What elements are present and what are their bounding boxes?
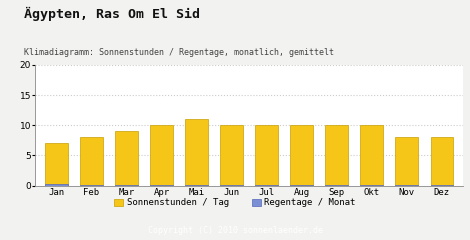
Bar xyxy=(80,137,103,186)
Text: Klimadiagramm: Sonnenstunden / Regentage, monatlich, gemittelt: Klimadiagramm: Sonnenstunden / Regentage… xyxy=(24,48,334,57)
Bar xyxy=(45,143,68,186)
Bar xyxy=(115,131,138,186)
Bar xyxy=(220,185,243,186)
Text: Ägypten, Ras Om El Sid: Ägypten, Ras Om El Sid xyxy=(24,7,199,21)
Bar xyxy=(431,137,453,186)
Bar xyxy=(185,185,208,186)
Bar xyxy=(325,185,348,186)
Bar xyxy=(150,185,173,186)
Bar xyxy=(360,125,383,186)
Bar xyxy=(395,185,418,186)
Bar xyxy=(115,185,138,186)
Text: Copyright (C) 2010 sonnenlaender.de: Copyright (C) 2010 sonnenlaender.de xyxy=(148,226,322,235)
Bar xyxy=(431,185,453,186)
Bar xyxy=(395,137,418,186)
Bar xyxy=(220,125,243,186)
Bar xyxy=(255,125,278,186)
Bar xyxy=(255,185,278,186)
Bar xyxy=(185,119,208,186)
Bar xyxy=(150,125,173,186)
Bar xyxy=(325,125,348,186)
Legend: Sonnenstunden / Tag, Regentage / Monat: Sonnenstunden / Tag, Regentage / Monat xyxy=(111,195,359,211)
Bar xyxy=(360,185,383,186)
Bar xyxy=(290,125,313,186)
Bar xyxy=(45,184,68,186)
Bar xyxy=(290,185,313,186)
Bar xyxy=(80,185,103,186)
